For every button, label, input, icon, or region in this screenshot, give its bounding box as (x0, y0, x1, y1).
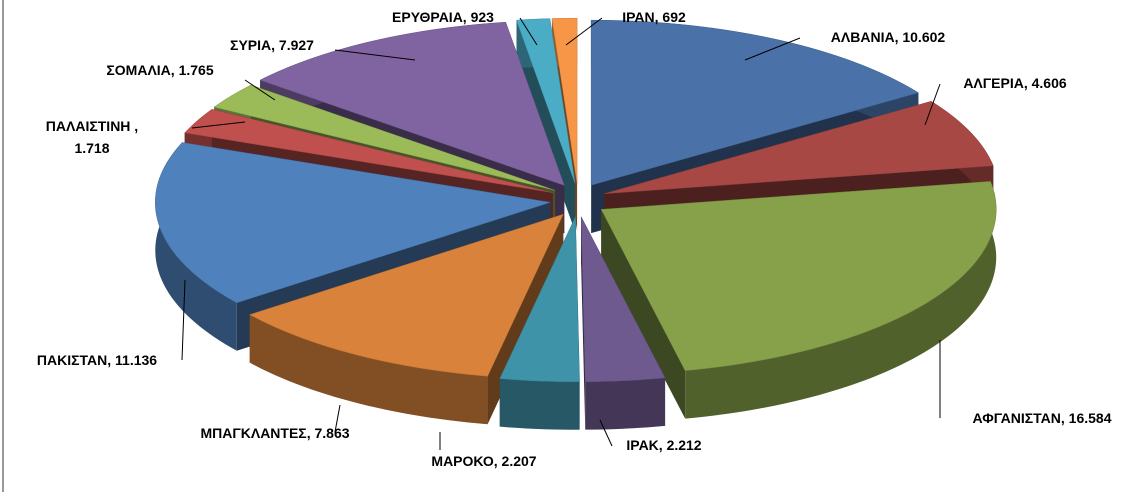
leader-line (519, 17, 538, 46)
leader-line (924, 83, 941, 126)
slice-top (213, 84, 556, 191)
leader-line (191, 121, 246, 129)
leader-line (744, 37, 801, 61)
data-label: ΣΥΡΙΑ, 7.927 (230, 37, 314, 53)
slice-top (590, 19, 919, 186)
data-label: ΠΑΚΙΣΤΑΝ, 11.136 (37, 352, 157, 368)
slice-top (580, 216, 666, 382)
data-label: ΣΟΜΑΛΙΑ, 1.765 (106, 62, 213, 78)
slice-top (600, 181, 997, 371)
slice-top (249, 213, 564, 377)
data-label: ΑΦΓΑΝΙΣΤΑΝ, 16.584 (973, 410, 1112, 426)
leader-line (334, 49, 416, 61)
pie-slice (580, 216, 666, 430)
leader-line (334, 404, 341, 433)
data-label: ΑΛΒΑΝΙΑ, 10.602 (831, 29, 946, 45)
slice-top (516, 18, 576, 184)
slice-top (499, 216, 580, 382)
pie-slice (249, 213, 564, 425)
data-label: ΙΡΑΝ, 692 (622, 9, 686, 25)
slice-top (184, 109, 553, 193)
slice-top (259, 21, 565, 186)
leader-line (599, 419, 613, 447)
slice-side (249, 314, 488, 425)
data-label: ΜΑΡΟΚΟ, 2.207 (431, 453, 536, 469)
leader-line (181, 279, 186, 361)
data-label: ΠΑΛΑΙΣΤΙΝΗ , 1.718 (46, 118, 138, 156)
data-label: ΙΡΑΚ, 2.212 (626, 437, 701, 453)
pie-slice (499, 216, 580, 430)
leader-line (244, 79, 276, 101)
data-label: ΑΛΓΕΡΙΑ, 4.606 (963, 75, 1067, 91)
data-label: ΜΠΑΓΚΛΑΝΤΕΣ, 7.863 (200, 425, 349, 441)
pie-slice (600, 181, 997, 419)
slice-top (603, 101, 994, 194)
slice-wall (581, 216, 586, 430)
data-label: ΕΡΥΘΡΑΙΑ, 923 (392, 9, 494, 25)
slice-side (499, 378, 580, 430)
slice-top (155, 142, 551, 304)
slice-side (685, 181, 997, 419)
slice-side (585, 377, 666, 430)
slice-wall (601, 209, 686, 419)
leader-line (565, 17, 603, 46)
slice-top (551, 17, 578, 184)
